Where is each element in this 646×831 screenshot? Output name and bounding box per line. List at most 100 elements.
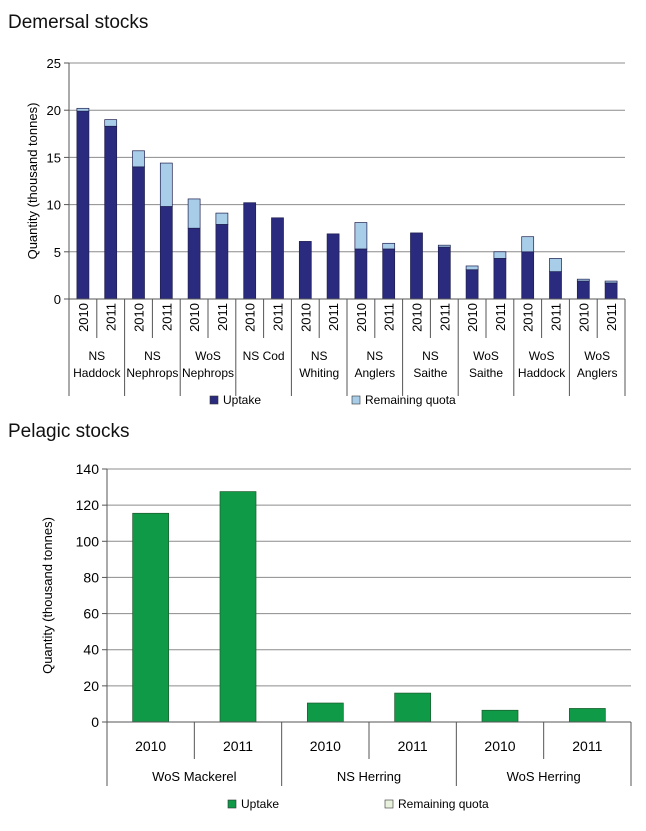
group-label: Haddock [73,366,121,380]
year-label: 2011 [382,303,397,331]
uptake-bar [132,166,145,300]
remaining-quota-bar [465,265,479,271]
uptake-bar [219,491,257,723]
y-tick-label: 80 [83,569,99,585]
year-label: 2011 [398,738,428,754]
year-label: 2011 [223,738,253,754]
group-label: Haddock [518,366,566,380]
remaining-quota-bar [76,107,90,112]
uptake-bar [481,709,519,723]
group-label: WoS [584,349,610,363]
uptake-bar [243,202,257,300]
uptake-bar [549,271,562,300]
legend-label-uptake: Uptake [241,797,279,811]
year-label: 2011 [215,303,230,331]
pelagic-chart-title: Pelagic stocks [8,421,130,442]
year-label: 2011 [104,303,119,331]
remaining-quota-bar [104,119,118,127]
year-label: 2010 [135,738,166,754]
year-label: 2010 [521,303,536,332]
group-label: WoS [529,349,555,363]
remaining-quota-bar [604,280,618,284]
group-label: Saithe [469,366,503,380]
remaining-quota-bar [132,150,145,168]
y-tick-label: 40 [83,642,99,658]
year-label: 2011 [604,303,619,331]
group-label: Anglers [354,366,395,380]
legend-swatch-uptake [209,395,219,405]
demersal-chart: 0 5 10 15 20 25 Quantity (thousand tonnes) 2010… [25,56,626,407]
uptake-bar [521,251,535,300]
y-tick-label: 0 [54,292,61,307]
uptake-bar [568,708,606,723]
remaining-quota-bar [159,162,173,207]
uptake-bar [104,125,118,300]
group-label: NS [88,349,105,363]
uptake-bar [576,280,590,300]
uptake-bar [298,241,312,300]
uptake-bar [437,246,451,300]
y-tick-label: 60 [83,606,99,622]
year-label: 2011 [271,303,286,331]
group-label: NS [422,349,439,363]
y-tick-label: 140 [76,461,100,477]
legend-label-uptake: Uptake [223,393,261,407]
year-label: 2010 [243,303,258,332]
demersal-chart-title: Demersal stocks [8,12,149,33]
uptake-bar [159,206,173,300]
remaining-quota-bar [354,222,368,250]
year-label: 2011 [572,738,602,754]
year-label: 2011 [493,303,508,331]
uptake-bar [394,692,432,723]
group-label: NS Cod [243,349,285,363]
group-label: Nephrops [182,366,234,380]
remaining-quota-bar [493,251,507,259]
uptake-bar [306,702,344,723]
remaining-quota-bar [437,244,451,248]
year-label: 2010 [576,303,591,332]
y-tick-label: 20 [47,103,61,118]
group-label: NS [311,349,328,363]
year-label: 2010 [298,303,313,332]
uptake-bar [187,227,201,300]
group-label: Whiting [299,366,339,380]
remaining-quota-bar [215,212,229,225]
uptake-bar [76,110,90,300]
pelagic-chart: 0 20 40 60 80 100 120 140 Quantity (thousand ton… [40,461,632,811]
remaining-quota-bar [187,198,201,229]
y-axis-label: Quantity (thousand tonnes) [40,517,55,674]
group-label: WoS [195,349,221,363]
uptake-bar [382,248,396,300]
remaining-quota-bar [549,258,562,272]
y-tick-label: 100 [76,533,100,549]
uptake-bar [271,217,284,300]
group-label: Anglers [577,366,618,380]
group-label: NS [144,349,161,363]
year-label: 2010 [484,738,515,754]
group-label: NS [366,349,383,363]
legend-swatch-remaining-quota [351,395,361,405]
y-tick-label: 20 [83,678,99,694]
year-label: 2010 [76,303,91,332]
year-label: 2010 [132,303,147,332]
year-label: 2010 [354,303,369,332]
legend-label-remaining-quota: Remaining quota [365,393,456,407]
uptake-bar [354,248,368,300]
y-tick-label: 10 [47,198,61,213]
year-label: 2010 [465,303,480,332]
y-tick-label: 25 [47,56,61,71]
legend-swatch-remaining-quota [384,799,394,809]
remaining-quota-bar [521,236,535,253]
remaining-quota-bar [576,278,590,282]
uptake-bar [215,224,229,300]
y-tick-label: 120 [76,497,100,513]
group-label: WoS Herring [507,769,581,784]
uptake-bar [410,232,423,300]
uptake-bar [132,512,170,723]
group-label: NS Herring [337,769,401,784]
year-label: 2010 [187,303,202,332]
year-label: 2011 [159,303,174,331]
group-label: Nephrops [126,366,178,380]
uptake-bar [493,258,507,300]
